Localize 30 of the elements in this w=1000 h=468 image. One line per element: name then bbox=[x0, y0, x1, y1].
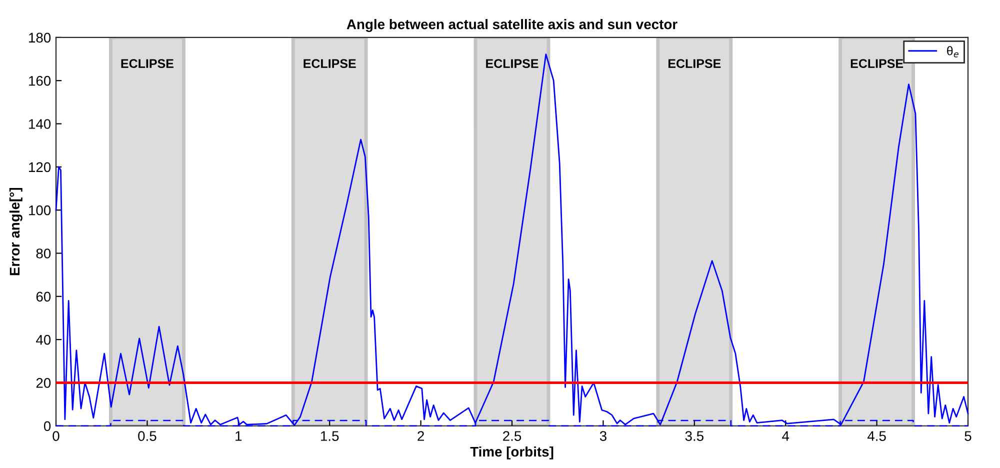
x-tick-label: 3 bbox=[600, 431, 606, 441]
x-tick-label: 3.5 bbox=[685, 431, 704, 441]
x-tick-label: 5 bbox=[964, 431, 972, 441]
band-label: ECLIPSE bbox=[668, 59, 721, 68]
x-tick-label: 2 bbox=[418, 431, 424, 441]
y-tick-label: 60 bbox=[36, 292, 51, 302]
x-tick-label: 0.5 bbox=[138, 431, 156, 441]
x-tick-label: 4 bbox=[782, 431, 790, 441]
y-tick-label: 120 bbox=[29, 162, 51, 172]
x-tick-label: 2.5 bbox=[503, 431, 522, 441]
band-label: ECLIPSE bbox=[304, 59, 356, 68]
x-tick-label: 4.5 bbox=[867, 431, 886, 441]
band-label: ECLIPSE bbox=[121, 59, 174, 68]
y-tick-label: 140 bbox=[29, 119, 51, 129]
y-axis-title: Error angle[°] bbox=[9, 188, 22, 276]
legend-label: θ$_{e}$ bbox=[947, 46, 958, 58]
y-tick-label: 80 bbox=[36, 248, 51, 258]
band-label: ECLIPSE bbox=[850, 59, 904, 68]
x-axis-title: Time [orbits] bbox=[470, 446, 554, 460]
y-tick-label: 20 bbox=[36, 378, 51, 388]
chart-title: Angle between actual satellite axis and sun vector bbox=[346, 19, 678, 32]
y-tick-label: 100 bbox=[29, 205, 51, 216]
y-tick-label: 0 bbox=[44, 421, 51, 432]
y-tick-label: 40 bbox=[36, 334, 51, 345]
y-tick-label: 160 bbox=[29, 76, 51, 86]
x-tick-label: 1 bbox=[236, 431, 242, 441]
y-tick-label: 180 bbox=[29, 32, 51, 43]
x-tick-label: 1.5 bbox=[321, 431, 339, 441]
x-tick-label: 0 bbox=[52, 431, 60, 441]
band-label: ECLIPSE bbox=[486, 59, 538, 68]
